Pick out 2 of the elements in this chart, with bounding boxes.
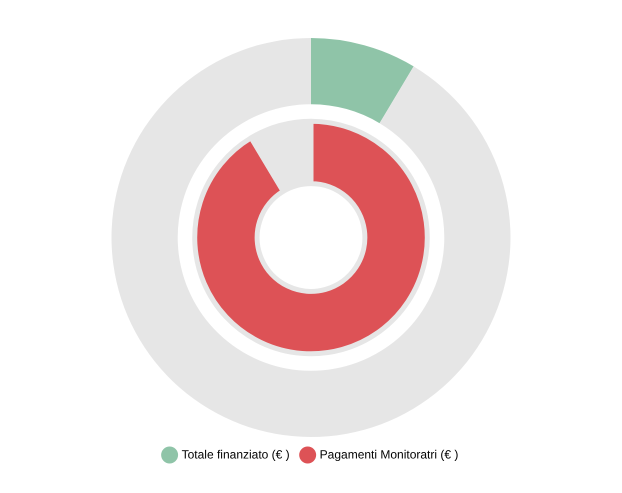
legend-label: Pagamenti Monitoratri (€ ) xyxy=(320,447,458,462)
legend-label: Totale finanziato (€ ) xyxy=(182,447,290,462)
